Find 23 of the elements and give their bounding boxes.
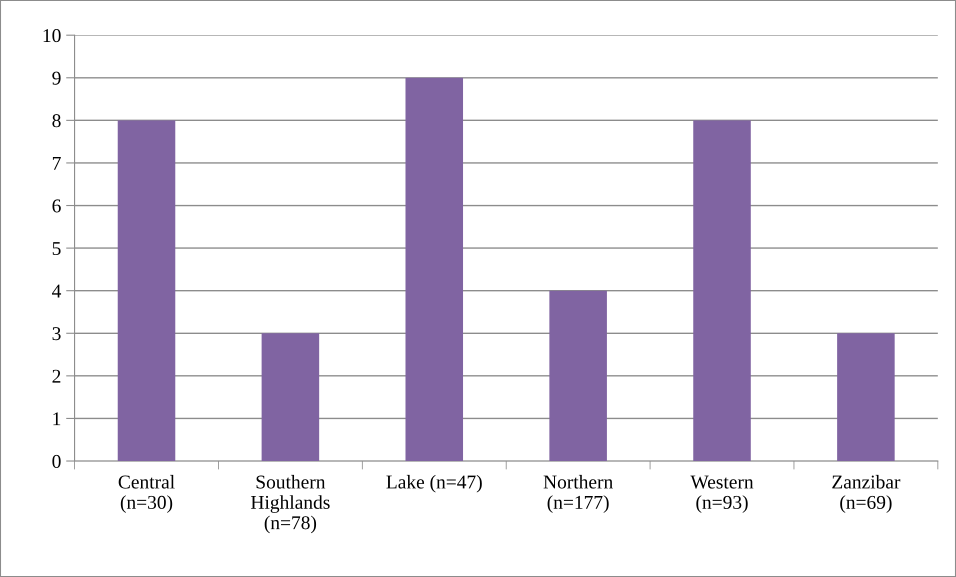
- bar: [262, 333, 320, 462]
- y-tick-label: 4: [52, 284, 62, 298]
- x-tick-label: Northern (n=177): [544, 474, 613, 513]
- y-tick-label: 2: [52, 370, 60, 383]
- y-tick-label: 6: [52, 199, 61, 212]
- x-tick-label: Central (n=30): [118, 474, 175, 513]
- y-tick-label: 0: [52, 454, 61, 468]
- y-tick-label: 7: [52, 156, 61, 170]
- x-tick-label: Southern Highlands (n=78): [250, 474, 330, 534]
- y-tick-label: 3: [52, 327, 61, 340]
- bar: [837, 333, 895, 462]
- y-tick-label: 5: [52, 242, 61, 256]
- y-tick-label: 10: [44, 29, 61, 42]
- x-tick-label: Zanzibar (n=69): [832, 474, 900, 513]
- y-tick-label: 8: [52, 114, 61, 128]
- bar: [118, 120, 176, 462]
- x-tick-label: Lake (n=47): [386, 474, 482, 493]
- y-tick-label: 9: [52, 72, 61, 85]
- bar: [693, 120, 751, 462]
- bar: [405, 78, 464, 462]
- y-tick-label: 1: [53, 412, 60, 426]
- x-tick-label: Western (n=93): [690, 476, 754, 513]
- bar: [549, 290, 607, 462]
